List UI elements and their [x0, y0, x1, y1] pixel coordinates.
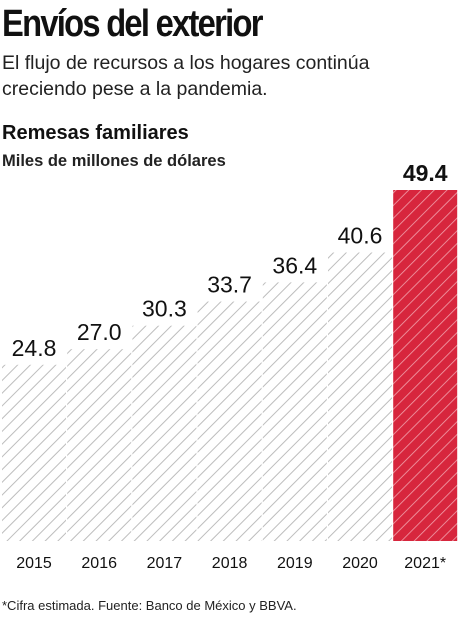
bar-2020	[328, 252, 392, 542]
subtitle-line-2: creciendo pese a la pandemia.	[2, 78, 268, 100]
chart-unit-label: Miles de millones de dólares	[2, 152, 226, 170]
bar-2018	[197, 301, 262, 541]
value-label-2016: 27.0	[77, 319, 122, 345]
value-labels-group: 24.8 27.0 30.3 33.7 36.4 40.6 49.4	[12, 160, 448, 361]
x-tick-2020: 2020	[342, 555, 378, 572]
bar-2019	[262, 282, 327, 541]
value-label-2019: 36.4	[272, 252, 317, 278]
value-label-2020: 40.6	[338, 223, 383, 249]
value-label-2021: 49.4	[403, 160, 448, 186]
x-tick-2015: 2015	[16, 555, 52, 572]
x-tick-2018: 2018	[212, 555, 248, 572]
bar-2017	[132, 325, 197, 541]
x-tick-2019: 2019	[277, 555, 313, 572]
x-tick-2017: 2017	[147, 555, 183, 572]
page-subtitle: El flujo de recursos a los hogares conti…	[2, 50, 458, 102]
footnote: *Cifra estimada. Fuente: Banco de México…	[2, 598, 297, 613]
value-label-2015: 24.8	[12, 335, 57, 361]
x-axis-tick-labels: 2015 2016 2017 2018 2019 2020 2021*	[16, 555, 446, 572]
chart-title: Remesas familiares	[2, 122, 189, 144]
bars-group	[2, 190, 458, 542]
x-tick-2021: 2021*	[404, 555, 446, 572]
page-title: Envíos del exterior	[2, 3, 263, 45]
subtitle-line-1: El flujo de recursos a los hogares conti…	[2, 52, 370, 74]
bar-2015	[2, 364, 66, 541]
bar-2021	[393, 190, 458, 541]
value-label-2018: 33.7	[207, 272, 252, 298]
value-label-2017: 30.3	[142, 296, 187, 322]
bar-2016	[67, 349, 132, 541]
x-tick-2016: 2016	[81, 555, 117, 572]
